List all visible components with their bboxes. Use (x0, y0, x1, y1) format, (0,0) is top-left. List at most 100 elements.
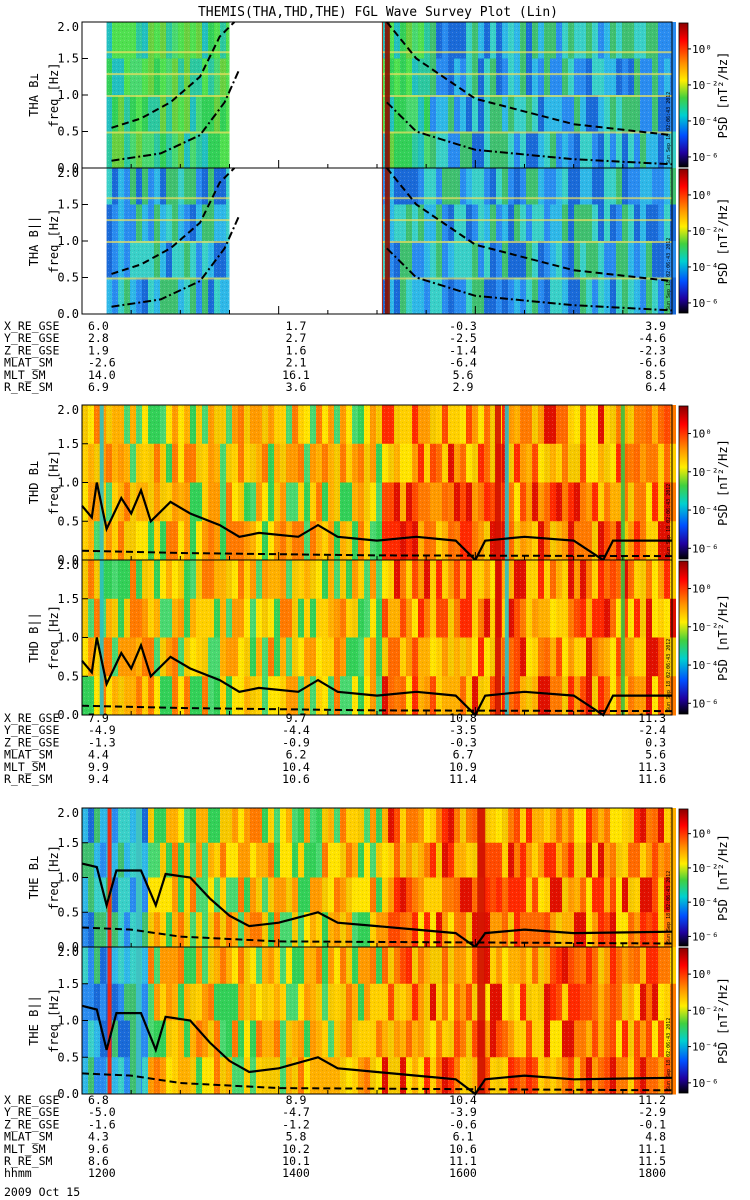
event-band (99, 560, 104, 715)
figure-title: THEMIS(THA,THD,THE) FGL Wave Survey Plot… (198, 5, 558, 20)
colorbar-tick-label: 10⁰ (692, 43, 712, 56)
ephemeris-value: 4.8 (645, 1130, 666, 1144)
ephemeris-label: Y_RE_GSE (4, 331, 59, 345)
spectrogram-cell (670, 482, 676, 522)
event-band (384, 168, 390, 314)
colorbar-tick-label: 10⁰ (692, 968, 712, 981)
timestamp-stamp: Sun Sep 18 02:06:43 2012 (666, 871, 672, 943)
panel-ylabel: freq [Hz] (47, 988, 61, 1053)
spectrogram-cell (670, 95, 676, 132)
panel-label: THA B|| (27, 216, 41, 267)
ephemeris-value: 10.6 (282, 772, 310, 786)
ephemeris-value: -5.0 (88, 1105, 116, 1119)
ephemeris-value: 6.8 (88, 1093, 109, 1107)
y-tick-label: 1.0 (57, 476, 79, 490)
colorbar-tick-label: 10⁻⁴ (692, 261, 719, 274)
spectrogram-texture (82, 405, 672, 560)
colorbar-tick-label: 10⁻² (692, 621, 719, 634)
ephemeris-label: R_RE_SM (4, 772, 53, 786)
y-tick-label: 1.0 (57, 631, 79, 645)
ephemeris-value: 11.4 (449, 772, 477, 786)
event-band (107, 808, 112, 947)
y-tick-label: 2.0 (57, 945, 79, 959)
ephemeris-value: -4.7 (282, 1105, 310, 1119)
event-band (384, 22, 390, 168)
y-tick-label: 0.0 (57, 1087, 79, 1101)
colorbar (678, 405, 689, 560)
y-tick-label: 0.0 (57, 307, 79, 321)
ephemeris-label: X_RE_GSE (4, 711, 59, 725)
ephemeris-value: -4.6 (638, 331, 666, 345)
colorbar-tick-label: 10⁰ (692, 583, 712, 596)
ephemeris-value: -1.3 (88, 735, 116, 749)
ephemeris-value: -0.3 (449, 735, 477, 749)
y-tick-label: 0.5 (57, 1050, 79, 1064)
y-tick-label: 0.5 (57, 125, 79, 139)
ephemeris-label: Y_RE_GSE (4, 723, 59, 737)
ephemeris-value: 7.9 (88, 711, 109, 725)
spectrogram-cell (670, 877, 676, 913)
colorbar (678, 560, 689, 715)
ephemeris-value: 11.2 (638, 1093, 666, 1107)
y-tick-label: 0.5 (57, 669, 79, 683)
y-tick-label: 1.0 (57, 871, 79, 885)
frequency-line-dashed (111, 167, 236, 275)
y-tick-label: 1.0 (57, 88, 79, 102)
ephemeris-value: 9.6 (88, 1142, 109, 1156)
ephemeris-value: 9.7 (286, 711, 307, 725)
ephemeris-label: R_RE_SM (4, 1154, 53, 1168)
ephemeris-label: MLT_SM (4, 1142, 46, 1156)
event-band (136, 947, 142, 1094)
spacecraft-group-tha: 0.0 0.5 1.0 1.5 2.0 10⁰ 10⁻² 10⁻⁴ 10⁻⁶ PSD [nT²/H… (4, 20, 730, 394)
panel-ylabel: freq [Hz] (47, 450, 61, 515)
ephemeris-value: 10.6 (449, 1142, 477, 1156)
frequency-line-solid (81, 862, 673, 949)
ephemeris-value: 1600 (449, 1166, 477, 1180)
ephemeris-value: -4.4 (282, 723, 310, 737)
ephemeris-value: 6.0 (88, 319, 109, 333)
spectrogram-cell (670, 842, 676, 878)
ephemeris-value: 1.7 (286, 319, 307, 333)
panel-label: THD B|| (27, 612, 41, 663)
ephemeris-value: -1.6 (88, 1117, 116, 1131)
event-band (620, 405, 625, 560)
ephemeris-value: 1.6 (286, 343, 307, 357)
ephemeris-value: -2.6 (88, 356, 116, 370)
colorbar-label: PSD [nT²/Hz] (716, 439, 730, 526)
frequency-line-dash-dot (386, 101, 673, 166)
colorbar (678, 168, 689, 314)
ephemeris-label: Z_RE_GSE (4, 1117, 59, 1131)
ephemeris-value: 11.3 (638, 760, 666, 774)
ephemeris-label: X_RE_GSE (4, 1093, 59, 1107)
ephemeris-value: 1.9 (88, 343, 109, 357)
panel-label: THD B⊥ (27, 461, 41, 504)
panel-ylabel: freq [Hz] (47, 845, 61, 910)
y-tick-label: 2.0 (57, 20, 79, 34)
spectrogram-cell (670, 405, 676, 445)
colorbar-tick-label: 10⁻² (692, 1004, 719, 1017)
spectrogram-cell (670, 983, 676, 1021)
ephemeris-table: X_RE_GSE 6.0 1.7 -0.3 3.9Y_RE_GSE 2.8 2.7 -2.5-… (4, 319, 666, 394)
spectrogram-cell (670, 912, 676, 948)
y-tick-label: 0.5 (57, 905, 79, 919)
panel-ylabel: freq [Hz] (47, 208, 61, 273)
colorbar-tick-label: 10⁰ (692, 828, 712, 841)
ephemeris-value: 2.8 (88, 331, 109, 345)
spectrogram-cell (670, 1057, 676, 1095)
colorbar-tick-label: 10⁻² (692, 862, 719, 875)
frequency-line-solid (81, 637, 672, 717)
colorbar-label: PSD [nT²/Hz] (716, 977, 730, 1064)
spectrogram-cell (670, 241, 676, 278)
spectrogram-cell (670, 277, 676, 315)
frequency-line-dash-dot (111, 68, 241, 162)
ephemeris-label: MLAT_SM (4, 1130, 53, 1144)
timestamp-stamp: Sun Sep 18 02:06:43 2012 (666, 484, 672, 556)
y-tick-label: 2.0 (57, 558, 79, 572)
spectrogram-cell (670, 22, 676, 59)
frequency-line-solid (81, 1004, 673, 1096)
colorbar-tick-label: 10⁰ (692, 428, 712, 441)
y-tick-label: 1.0 (57, 234, 79, 248)
colorbar-tick-label: 10⁻² (692, 79, 719, 92)
y-tick-label: 1.5 (57, 437, 79, 451)
spectrogram-cell (670, 168, 676, 205)
